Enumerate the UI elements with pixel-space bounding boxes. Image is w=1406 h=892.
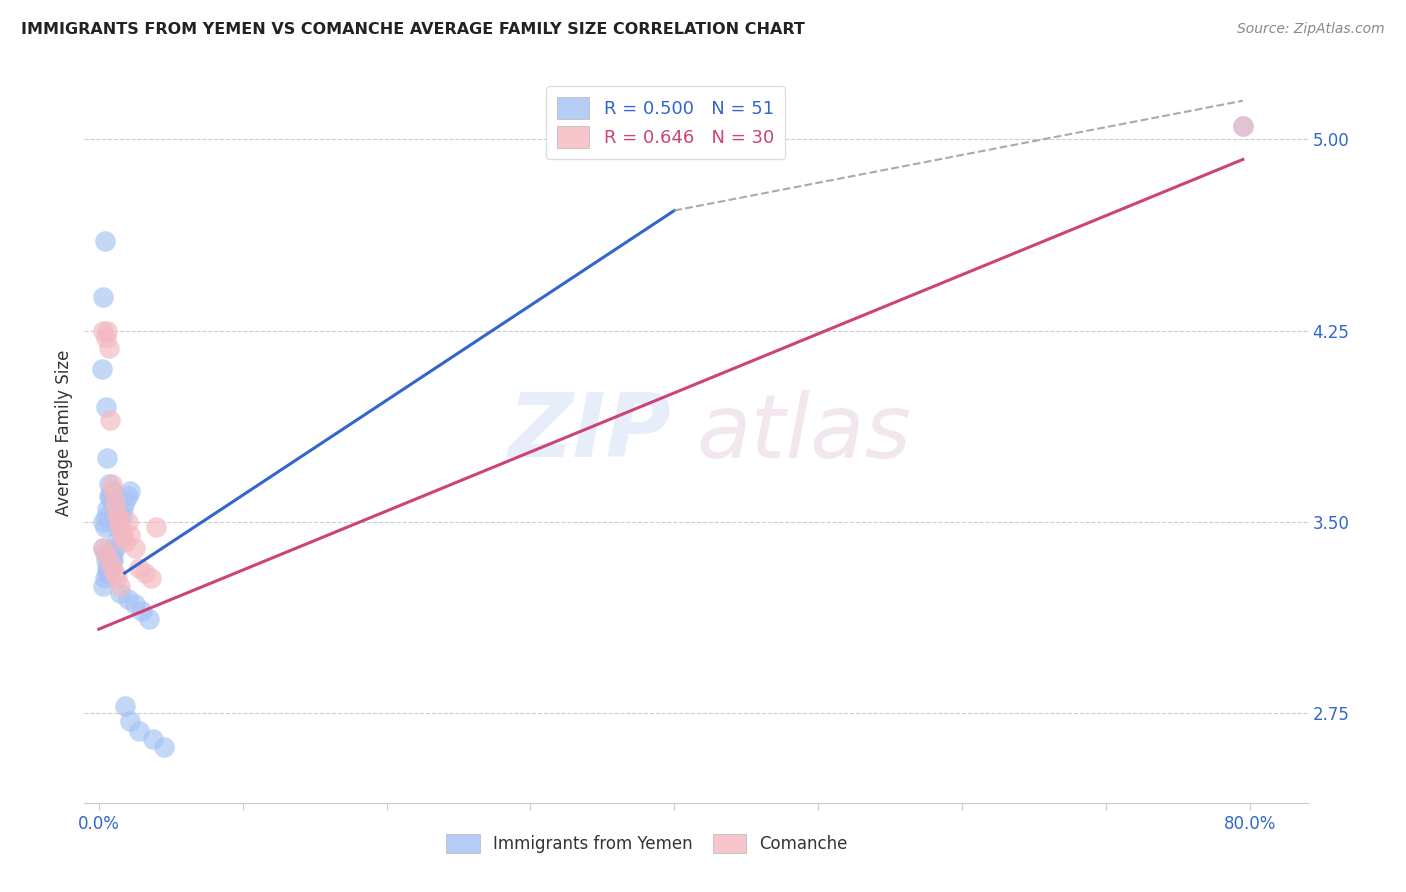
Point	[101, 484, 124, 499]
Point	[91, 290, 114, 304]
Legend: Immigrants from Yemen, Comanche: Immigrants from Yemen, Comanche	[439, 825, 856, 861]
Point	[101, 546, 124, 560]
Point	[114, 494, 136, 508]
Point	[98, 490, 121, 504]
Point	[94, 553, 117, 567]
Point	[134, 566, 156, 580]
Point	[103, 566, 125, 580]
Point	[105, 509, 128, 524]
Point	[91, 541, 114, 555]
Point	[110, 579, 132, 593]
Point	[97, 553, 120, 567]
Point	[98, 561, 121, 575]
Point	[111, 509, 134, 524]
Point	[101, 553, 124, 567]
Point	[114, 535, 136, 549]
Point	[91, 515, 114, 529]
Point	[98, 561, 121, 575]
Point	[96, 566, 118, 580]
Point	[91, 541, 114, 555]
Point	[100, 561, 122, 575]
Point	[128, 724, 150, 739]
Point	[111, 525, 134, 540]
Point	[128, 561, 150, 575]
Point	[120, 714, 142, 728]
Point	[120, 484, 142, 499]
Point	[91, 579, 114, 593]
Point	[94, 546, 117, 560]
Text: Source: ZipAtlas.com: Source: ZipAtlas.com	[1237, 22, 1385, 37]
Point	[1232, 120, 1254, 134]
Point	[100, 494, 122, 508]
Point	[100, 484, 122, 499]
Y-axis label: Average Family Size: Average Family Size	[55, 350, 73, 516]
Point	[97, 476, 120, 491]
Point	[117, 515, 139, 529]
Point	[93, 234, 115, 248]
Point	[103, 502, 125, 516]
Point	[117, 490, 139, 504]
Point	[152, 739, 174, 754]
Point	[103, 541, 125, 555]
Point	[96, 324, 118, 338]
Point	[96, 451, 118, 466]
Point	[94, 509, 117, 524]
Point	[97, 566, 120, 580]
Point	[100, 553, 122, 567]
Text: ZIP: ZIP	[509, 389, 672, 476]
Point	[124, 541, 146, 555]
Point	[93, 546, 115, 560]
Point	[117, 591, 139, 606]
Text: atlas: atlas	[696, 390, 911, 475]
Point	[138, 612, 160, 626]
Point	[93, 520, 115, 534]
Point	[103, 494, 125, 508]
Point	[107, 509, 129, 524]
Point	[124, 597, 146, 611]
Text: IMMIGRANTS FROM YEMEN VS COMANCHE AVERAGE FAMILY SIZE CORRELATION CHART: IMMIGRANTS FROM YEMEN VS COMANCHE AVERAG…	[21, 22, 806, 37]
Point	[114, 698, 136, 713]
Point	[112, 530, 135, 544]
Point	[108, 515, 131, 529]
Point	[107, 520, 129, 534]
Point	[91, 324, 114, 338]
Point	[1232, 120, 1254, 134]
Point	[139, 571, 162, 585]
Point	[93, 571, 115, 585]
Point	[97, 342, 120, 356]
Point	[94, 331, 117, 345]
Point	[145, 520, 167, 534]
Point	[110, 520, 132, 534]
Point	[110, 586, 132, 600]
Point	[98, 413, 121, 427]
Point	[96, 502, 118, 516]
Point	[94, 400, 117, 414]
Point	[101, 484, 124, 499]
Point	[112, 502, 135, 516]
Point	[105, 502, 128, 516]
Point	[96, 561, 118, 575]
Point	[131, 604, 153, 618]
Point	[120, 527, 142, 541]
Point	[107, 571, 129, 585]
Point	[100, 476, 122, 491]
Point	[110, 515, 132, 529]
Point	[101, 494, 124, 508]
Point	[142, 731, 165, 746]
Point	[90, 361, 112, 376]
Point	[97, 490, 120, 504]
Point	[105, 535, 128, 549]
